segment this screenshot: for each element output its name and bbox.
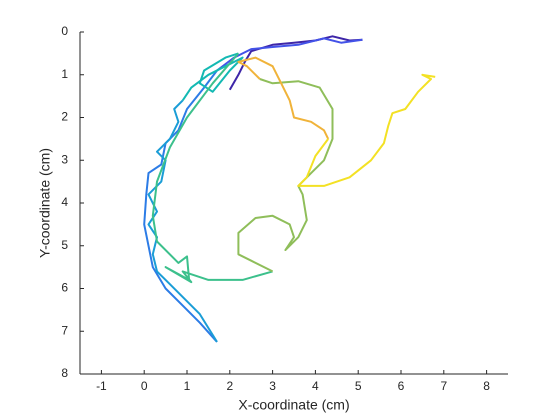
trajectory [297,73,436,187]
x-tick-label: 5 [355,379,362,393]
y-tick-label: 7 [61,323,68,337]
y-tick-label: 8 [61,366,68,380]
trajectory [237,78,334,273]
trajectory [228,35,363,91]
y-tick-label: 2 [61,110,68,124]
y-tick-label: 5 [61,238,68,252]
x-tick-label: 0 [141,379,148,393]
y-tick-label: 1 [61,67,68,81]
x-tick-label: 6 [398,379,405,393]
x-tick-label: 2 [226,379,233,393]
x-tick-label: -1 [96,379,107,393]
x-tick-label: 3 [269,379,276,393]
x-tick-label: 8 [483,379,490,393]
x-tick-label: 7 [440,379,447,393]
y-tick-label: 0 [61,24,68,38]
trajectory [147,99,218,343]
trajectory [151,52,273,284]
x-tick-label: 1 [184,379,191,393]
x-tick-label: 4 [312,379,319,393]
y-tick-label: 3 [61,152,68,166]
trajectory [237,56,330,140]
y-tick-label: 4 [61,195,68,209]
x-axis-label: X-coordinate (cm) [238,397,349,413]
y-axis-label: Y-coordinate (cm) [37,148,53,258]
trajectory [181,52,244,101]
trajectory [143,69,218,343]
y-tick-label: 6 [61,281,68,295]
